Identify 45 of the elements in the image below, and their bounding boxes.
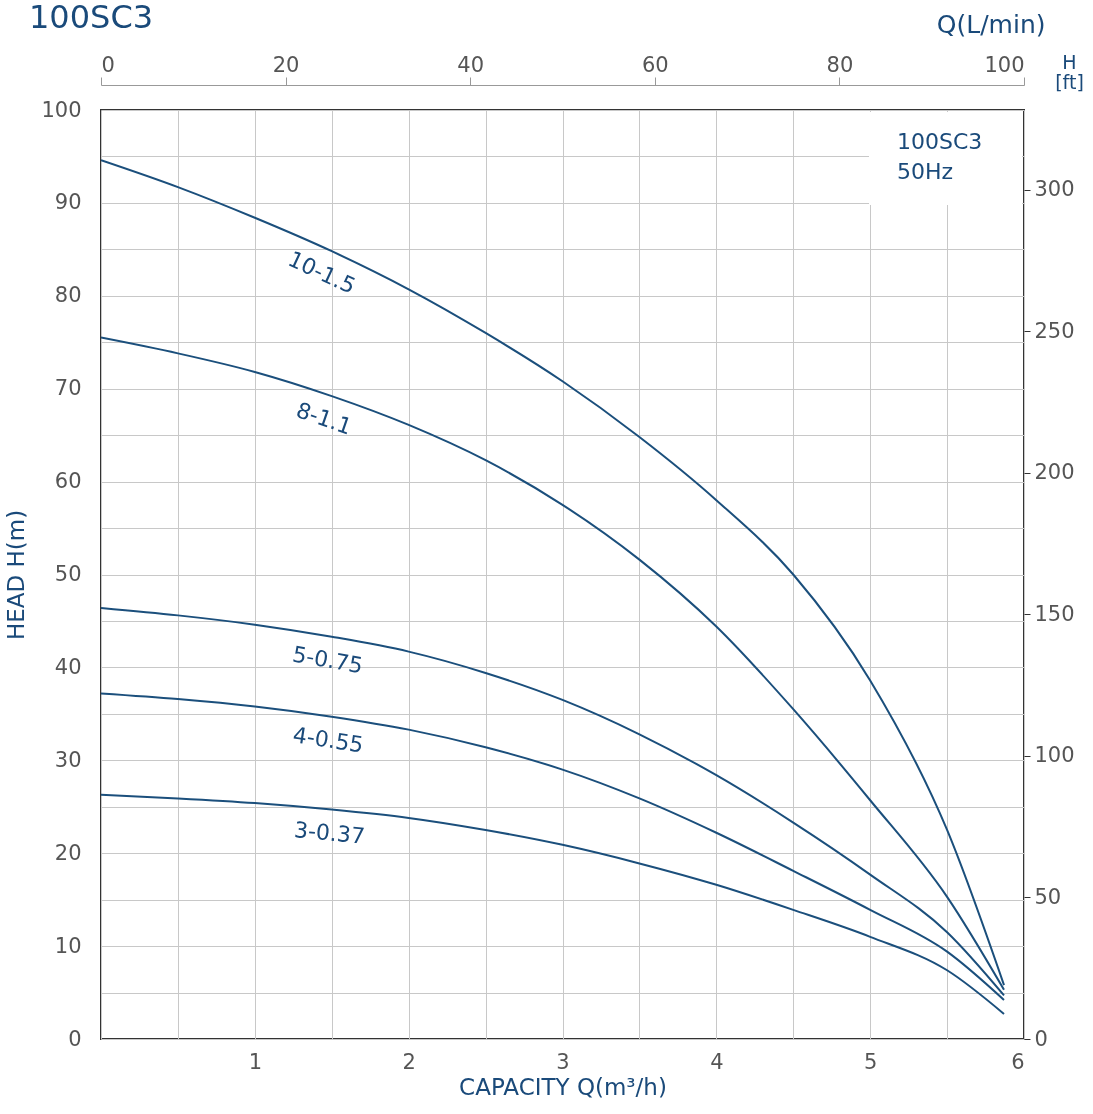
y2-tick-label: 50: [1034, 884, 1062, 909]
text: 5-0.75: [290, 641, 365, 679]
y2-tick-label: 300: [1034, 177, 1075, 202]
line-series: [101, 159, 1005, 987]
x2-tick-label: 80: [826, 52, 854, 77]
y-tick-label: 30: [54, 747, 82, 772]
y-tick-label: 10: [54, 933, 82, 958]
y-tick-label: 70: [54, 376, 82, 401]
y2-tick-label: 250: [1034, 318, 1075, 343]
x-axis-title: CAPACITY Q(m³/h): [459, 1073, 667, 1100]
y-tick-label: 20: [54, 840, 82, 865]
y-tick-label: 50: [54, 562, 82, 586]
text: 3-0.37: [292, 817, 366, 849]
x-tick-label: 4: [710, 1049, 724, 1074]
y-tick-label: 40: [54, 654, 82, 679]
y-tick-label: 0: [68, 1026, 82, 1051]
line-series: [101, 793, 1005, 1015]
annotation: 100SC3: [897, 129, 983, 154]
y2-tick-label: 0: [1034, 1026, 1048, 1051]
y-axis-title: HEAD H(m): [3, 509, 30, 641]
x-tick-label: 6: [1011, 1049, 1025, 1074]
line-series: [101, 606, 1005, 997]
y-tick-label: 100: [41, 97, 82, 122]
x2-tick-label: 40: [457, 52, 485, 77]
x2-tick-label: 100: [984, 52, 1025, 77]
y2-tick-label: 150: [1034, 601, 1075, 626]
chart-title: 100SC3: [29, 0, 154, 36]
y-tick-label: 60: [54, 469, 82, 494]
y2-axis-title: H [ft]: [1055, 50, 1084, 93]
x-tick-label: 5: [863, 1049, 878, 1074]
annotation: 50Hz: [897, 159, 954, 184]
y-tick-label: 90: [54, 190, 82, 215]
x2-tick-label: 20: [272, 52, 300, 77]
x2-tick-label: 0: [101, 52, 115, 77]
x2-tick-label: 60: [641, 52, 669, 77]
text: 8-1.1: [293, 397, 356, 440]
text: 4-0.55: [291, 722, 366, 758]
x-tick-label: 3: [556, 1049, 570, 1074]
y2-tick-label: 200: [1034, 460, 1075, 485]
y2-tick-label: 100: [1034, 743, 1075, 768]
x-tick-label: 2: [402, 1049, 416, 1074]
y-tick-label: 80: [54, 283, 82, 308]
x2-axis-title: Q(L/min): [936, 9, 1046, 39]
x-tick-label: 1: [248, 1049, 263, 1074]
line-series: [101, 692, 1005, 1001]
